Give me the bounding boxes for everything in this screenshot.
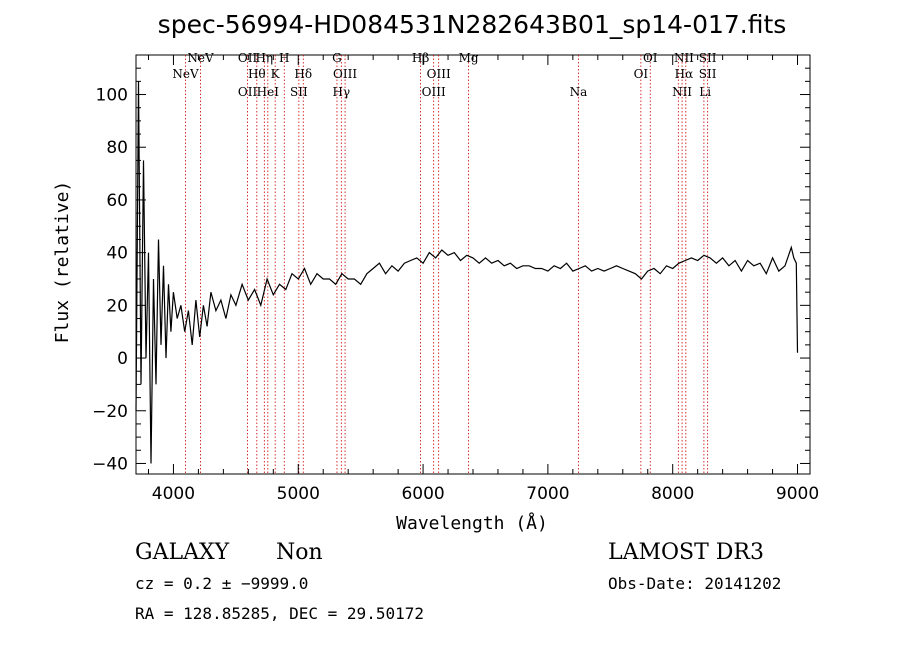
spectral-line-label: Hα: [675, 67, 694, 81]
x-tick-label: 5000: [277, 484, 320, 504]
y-axis-ticks: −40 −20 0 20 40 60 80 100: [92, 67, 810, 474]
spectral-line-label: OIII: [427, 67, 451, 81]
spectral-line-label: SII: [699, 51, 717, 65]
spectral-line-label: Hβ: [412, 51, 429, 65]
spectral-line-label: Na: [570, 85, 588, 99]
y-tick-label: 0: [117, 349, 128, 369]
spectral-line-label: SII: [290, 85, 308, 99]
y-tick-label: −20: [92, 402, 128, 422]
spectral-line-label: Hδ: [294, 67, 312, 81]
chart-title: spec-56994-HD084531N282643B01_sp14-017.f…: [158, 10, 787, 39]
y-tick-label: 100: [96, 86, 128, 106]
y-axis-label: Flux (relative): [52, 181, 73, 344]
plot-border: [135, 54, 811, 475]
y-tick-label: 60: [106, 191, 128, 211]
spectral-line-label: OII: [238, 51, 258, 65]
x-tick-label: 7000: [526, 484, 569, 504]
y-tick-label: 80: [106, 138, 128, 158]
x-tick-label: 8000: [651, 484, 694, 504]
object-subclass: Non: [276, 540, 323, 565]
spectral-line-label: OI: [634, 67, 649, 81]
spectral-line-label: OII: [238, 85, 258, 99]
spectrum-series-line: [135, 81, 799, 464]
x-axis-ticks: 4000 5000 6000 7000 8000 9000: [147, 55, 819, 504]
obs-date: Obs-Date: 20141202: [608, 574, 781, 593]
spectral-line-label: OI: [643, 51, 658, 65]
plot-frame: [135, 54, 811, 475]
survey-name: LAMOST DR3: [608, 540, 764, 565]
x-axis-label: Wavelength (Å): [396, 512, 548, 534]
spectral-line-label: HeI: [257, 85, 280, 99]
spectral-line-label: NeV: [172, 67, 199, 81]
object-class: GALAXY: [135, 540, 230, 565]
y-tick-label: 40: [106, 244, 128, 264]
spectral-line-label: G: [332, 51, 342, 65]
spectral-line-label: SII: [699, 67, 717, 81]
spectral-line-label: NII: [674, 51, 694, 65]
spectral-line-label: NeV: [187, 51, 214, 65]
spectral-line-labels: NeV NeV OII OII Hθ Hη HeI KH Hδ SII G OIII Hγ Hβ OIII O…: [172, 51, 716, 99]
y-tick-label: 20: [106, 296, 128, 316]
spectral-line-label: OIII: [333, 67, 357, 81]
spectral-line-markers: [185, 55, 709, 474]
x-tick-label: 6000: [401, 484, 444, 504]
spectral-line-label: NII: [672, 85, 692, 99]
redshift-text: cz = 0.2 ± −9999.0: [135, 574, 308, 593]
spectral-line-label: K: [271, 67, 281, 81]
spectral-line-label: Mg: [459, 51, 479, 65]
coordinates: RA = 128.85285, DEC = 29.50172: [135, 604, 424, 623]
spectral-line-label: Li: [699, 85, 711, 99]
x-tick-label: 4000: [152, 484, 195, 504]
spectral-line-label: Hη: [255, 51, 273, 65]
spectral-line-label: OIII: [422, 85, 446, 99]
x-tick-label: 9000: [776, 484, 819, 504]
spectral-line-label: Hθ: [248, 67, 266, 81]
y-tick-label: −40: [92, 454, 128, 474]
spectral-line-label: Hγ: [333, 85, 351, 99]
spectral-line-label: H: [279, 51, 289, 65]
